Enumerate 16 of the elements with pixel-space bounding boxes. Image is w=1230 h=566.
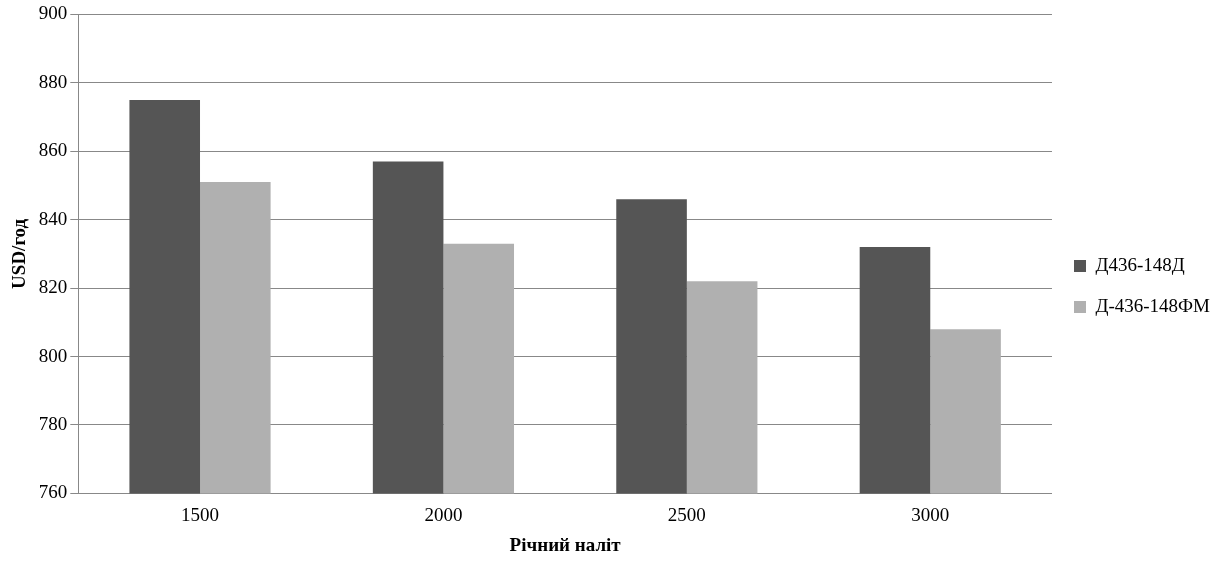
x-tick-label: 2500: [667, 503, 706, 525]
y-tick-label: 860: [38, 139, 68, 161]
y-tick-label: 900: [38, 2, 68, 24]
legend-label: Д436-148Д: [1095, 253, 1185, 275]
y-tick-label: 880: [38, 70, 68, 92]
x-axis-title: Річний наліт: [509, 533, 622, 555]
y-tick-label: 840: [38, 207, 68, 229]
x-tick-label: 3000: [911, 503, 950, 525]
x-tick-label: 2000: [424, 503, 463, 525]
y-tick-label: 820: [38, 276, 68, 298]
y-tick-label: 800: [38, 344, 68, 366]
y-tick-label: 760: [38, 481, 68, 503]
legend-label: Д-436-148ФМ: [1095, 294, 1211, 316]
y-axis-title: USD/год: [8, 218, 30, 289]
x-tick-label: 1500: [181, 503, 220, 525]
y-tick-label: 780: [38, 412, 68, 434]
